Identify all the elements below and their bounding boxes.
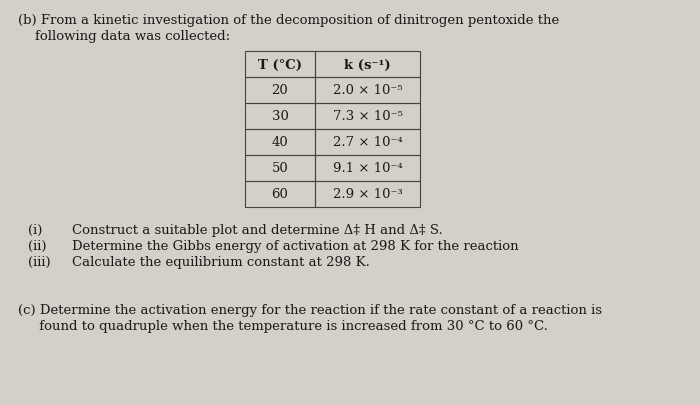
Text: 60: 60 xyxy=(272,188,288,201)
Text: Construct a suitable plot and determine Δ‡ H and Δ‡ S.: Construct a suitable plot and determine … xyxy=(72,224,442,237)
Text: 2.0 × 10⁻⁵: 2.0 × 10⁻⁵ xyxy=(332,84,402,97)
Text: T (°C): T (°C) xyxy=(258,58,302,71)
Bar xyxy=(315,52,420,78)
Bar xyxy=(245,104,315,130)
Text: 40: 40 xyxy=(272,136,288,149)
Text: (c) Determine the activation energy for the reaction if the rate constant of a r: (c) Determine the activation energy for … xyxy=(18,303,602,316)
Text: 9.1 × 10⁻⁴: 9.1 × 10⁻⁴ xyxy=(332,162,402,175)
Text: following data was collected:: following data was collected: xyxy=(18,30,230,43)
Text: 50: 50 xyxy=(272,162,288,175)
Text: found to quadruple when the temperature is increased from 30 °C to 60 °C.: found to quadruple when the temperature … xyxy=(18,319,548,332)
Bar xyxy=(245,130,315,156)
Bar xyxy=(315,156,420,181)
Text: 2.7 × 10⁻⁴: 2.7 × 10⁻⁴ xyxy=(332,136,402,149)
Bar xyxy=(315,78,420,104)
Bar xyxy=(315,130,420,156)
Bar xyxy=(315,181,420,207)
Bar xyxy=(245,181,315,207)
Bar xyxy=(245,156,315,181)
Bar xyxy=(245,78,315,104)
Text: 20: 20 xyxy=(272,84,288,97)
Bar xyxy=(245,52,315,78)
Text: (i): (i) xyxy=(28,224,43,237)
Bar xyxy=(315,104,420,130)
Text: (ii): (ii) xyxy=(28,239,46,252)
Text: k (s⁻¹): k (s⁻¹) xyxy=(344,58,391,71)
Text: Calculate the equilibrium constant at 298 K.: Calculate the equilibrium constant at 29… xyxy=(72,256,370,269)
Text: 30: 30 xyxy=(272,110,288,123)
Text: Determine the Gibbs energy of activation at 298 K for the reaction: Determine the Gibbs energy of activation… xyxy=(72,239,519,252)
Text: 7.3 × 10⁻⁵: 7.3 × 10⁻⁵ xyxy=(332,110,402,123)
Text: (iii): (iii) xyxy=(28,256,50,269)
Text: 2.9 × 10⁻³: 2.9 × 10⁻³ xyxy=(332,188,402,201)
Text: (b) From a kinetic investigation of the decomposition of dinitrogen pentoxide th: (b) From a kinetic investigation of the … xyxy=(18,14,559,27)
